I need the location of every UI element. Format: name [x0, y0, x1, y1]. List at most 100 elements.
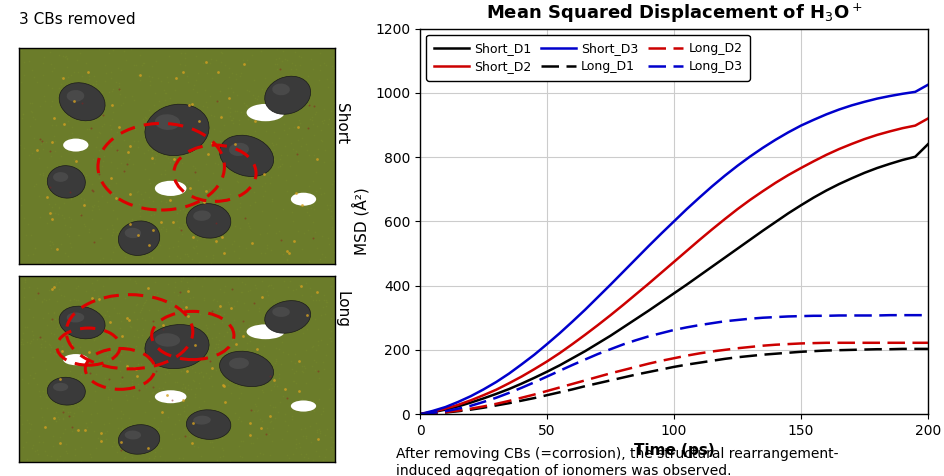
Point [116, 47, 131, 54]
Point [199, 58, 214, 65]
Point [280, 248, 295, 255]
Ellipse shape [246, 104, 284, 121]
Point [100, 384, 115, 391]
Point [183, 119, 198, 127]
Point [311, 342, 326, 349]
Point [96, 420, 111, 428]
Point [308, 446, 323, 454]
Point [200, 212, 215, 219]
Point [130, 333, 145, 340]
Point [309, 187, 324, 195]
Point [210, 306, 225, 314]
Point [226, 88, 241, 96]
Point [78, 419, 93, 426]
Point [278, 385, 293, 393]
Point [209, 340, 224, 348]
Point [287, 123, 302, 131]
Point [48, 138, 63, 145]
Point [65, 374, 80, 382]
Point [300, 125, 315, 132]
Point [45, 44, 60, 52]
Point [287, 350, 302, 358]
Point [123, 275, 138, 283]
Point [88, 444, 103, 452]
Point [148, 156, 163, 163]
Point [45, 315, 60, 322]
Point [224, 337, 239, 344]
Point [64, 424, 79, 431]
Point [226, 119, 241, 127]
Point [260, 242, 275, 249]
Point [188, 393, 203, 400]
Point [252, 449, 267, 457]
Point [198, 160, 213, 168]
Point [299, 311, 314, 319]
Point [56, 405, 71, 413]
Point [36, 416, 51, 424]
Point [167, 420, 182, 427]
Point [288, 359, 303, 367]
Point [99, 225, 114, 233]
Point [254, 47, 269, 55]
Point [27, 245, 42, 252]
Point [268, 215, 283, 222]
Point [200, 325, 215, 332]
Point [273, 74, 288, 81]
Point [29, 336, 44, 343]
Point [170, 217, 185, 224]
Point [170, 291, 185, 298]
Point [187, 275, 202, 282]
Point [160, 79, 175, 86]
Point [235, 453, 250, 461]
Point [252, 307, 267, 315]
Point [255, 113, 270, 120]
Point [289, 440, 304, 448]
Point [324, 314, 339, 321]
Point [177, 208, 193, 216]
Ellipse shape [63, 354, 89, 365]
Point [72, 84, 87, 92]
Point [266, 155, 281, 163]
Point [257, 343, 272, 350]
Point [40, 163, 55, 170]
Title: Mean Squared Displacement of H$_3$O$^+$: Mean Squared Displacement of H$_3$O$^+$ [486, 2, 862, 25]
Point [113, 90, 128, 98]
Point [43, 272, 59, 280]
Point [308, 228, 323, 236]
Point [319, 298, 334, 306]
Point [153, 417, 168, 425]
Point [204, 139, 219, 147]
Point [195, 182, 211, 190]
Point [278, 410, 293, 418]
Point [181, 287, 196, 295]
Point [113, 438, 128, 446]
Point [189, 52, 204, 60]
Point [260, 287, 275, 295]
Point [77, 364, 93, 371]
Point [87, 397, 102, 405]
Point [17, 276, 32, 283]
Point [267, 377, 282, 384]
Point [99, 138, 114, 145]
Point [107, 438, 122, 446]
Point [23, 371, 38, 379]
Point [91, 355, 106, 363]
Point [136, 301, 151, 309]
Point [146, 235, 161, 243]
Point [294, 53, 309, 60]
Point [283, 357, 298, 365]
Point [255, 182, 270, 190]
Point [37, 447, 52, 455]
Point [122, 317, 137, 324]
Point [315, 407, 330, 415]
Point [59, 63, 75, 71]
Point [257, 188, 272, 195]
Point [110, 442, 125, 450]
Point [131, 200, 146, 208]
Point [26, 183, 42, 190]
Point [72, 231, 87, 239]
Point [27, 369, 42, 377]
Point [198, 321, 213, 328]
Point [124, 225, 139, 233]
Point [237, 139, 252, 146]
